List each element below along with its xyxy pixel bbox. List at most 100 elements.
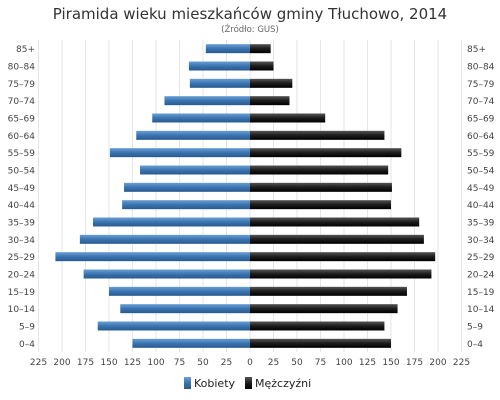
- category-label-right: 70–74: [467, 97, 495, 107]
- category-label-right: 15–19: [467, 288, 495, 298]
- x-tick-label: 0: [247, 358, 253, 368]
- legend-label-kobiety: Kobiety: [194, 377, 236, 390]
- bar-kobiety: [109, 286, 250, 296]
- bar-kobiety: [124, 182, 250, 192]
- bar-mezczyzni: [250, 252, 436, 262]
- bar-kobiety: [122, 200, 250, 210]
- category-label-left: 80–84: [8, 63, 36, 73]
- legend-swatch-kobiety: [184, 377, 191, 389]
- category-label-left: 75–79: [8, 80, 36, 90]
- x-tick-label: 25: [268, 358, 279, 368]
- bar-mezczyzni: [250, 200, 391, 210]
- x-tick-label: 200: [429, 358, 446, 368]
- grid-lines: [38, 40, 462, 352]
- category-label-left: 60–64: [8, 132, 36, 142]
- category-label-left: 5–9: [19, 323, 35, 333]
- x-tick-label: 75: [174, 358, 185, 368]
- bar-mezczyzni: [250, 217, 420, 227]
- category-label-left: 85+: [16, 45, 35, 55]
- x-tick-label: 50: [291, 358, 303, 368]
- category-label-right: 35–39: [467, 219, 495, 229]
- category-label-right: 0–4: [467, 340, 483, 350]
- x-tick-label: 100: [147, 358, 164, 368]
- category-label-right: 20–24: [467, 271, 495, 281]
- x-tick-label: 25: [221, 358, 232, 368]
- category-label-left: 70–74: [8, 97, 36, 107]
- x-tick-label: 200: [53, 358, 70, 368]
- bar-kobiety: [205, 44, 250, 54]
- bar-kobiety: [55, 252, 250, 262]
- x-tick-label: 150: [382, 358, 399, 368]
- bar-kobiety: [83, 269, 251, 279]
- bar-kobiety: [93, 217, 251, 227]
- category-label-right: 55–59: [467, 149, 495, 159]
- x-tick-label: 225: [453, 358, 470, 368]
- bar-mezczyzni: [250, 165, 389, 175]
- category-label-left: 40–44: [8, 201, 36, 211]
- category-label-right: 60–64: [467, 132, 495, 142]
- bar-mezczyzni: [250, 148, 402, 158]
- x-tick-label: 50: [197, 358, 209, 368]
- bar-mezczyzni: [250, 234, 424, 244]
- x-tick-label: 125: [359, 358, 376, 368]
- x-tick-label: 225: [30, 358, 47, 368]
- bar-mezczyzni: [250, 130, 385, 140]
- bar-kobiety: [120, 304, 250, 314]
- bar-kobiety: [136, 130, 250, 140]
- category-label-left: 15–19: [8, 288, 36, 298]
- bar-mezczyzni: [250, 269, 432, 279]
- category-label-right: 10–14: [467, 305, 495, 315]
- category-label-left: 30–34: [8, 236, 36, 246]
- category-label-left: 25–29: [8, 253, 36, 263]
- category-label-left: 0–4: [19, 340, 35, 350]
- bar-mezczyzni: [250, 286, 407, 296]
- chart-title: Piramida wieku mieszkańców gminy Tłuchow…: [53, 5, 447, 23]
- x-tick-label: 150: [100, 358, 117, 368]
- category-label-right: 75–79: [467, 80, 495, 90]
- category-label-left: 50–54: [8, 167, 36, 177]
- bar-kobiety: [97, 321, 250, 331]
- chart-subtitle: (Źródło: GUS): [221, 23, 279, 35]
- bar-mezczyzni: [250, 321, 385, 331]
- category-label-left: 65–69: [8, 115, 36, 125]
- bar-mezczyzni: [250, 96, 290, 106]
- x-tick-label: 75: [315, 358, 326, 368]
- bar-kobiety: [152, 113, 250, 123]
- category-label-left: 20–24: [8, 271, 36, 281]
- bar-kobiety: [109, 148, 250, 158]
- category-label-left: 35–39: [8, 219, 36, 229]
- left-category-labels: 0–4 5–9 10–14 15–19 20–24 25–29 30–34 35–39 40–4…: [8, 45, 36, 350]
- bar-kobiety: [140, 165, 250, 175]
- category-label-right: 5–9: [467, 323, 483, 333]
- category-label-left: 55–59: [8, 149, 36, 159]
- category-label-right: 40–44: [467, 201, 495, 211]
- bar-mezczyzni: [250, 113, 326, 123]
- category-label-right: 50–54: [467, 167, 495, 177]
- bar-mezczyzni: [250, 61, 274, 71]
- x-tick-label: 175: [77, 358, 94, 368]
- right-category-labels: 0–4 5–9 10–14 15–19 20–24 25–29 30–34 35–39 40–4…: [467, 45, 495, 350]
- category-label-left: 45–49: [8, 184, 36, 194]
- x-tick-label: 100: [335, 358, 352, 368]
- bar-kobiety: [164, 96, 250, 106]
- bar-mezczyzni: [250, 44, 271, 54]
- legend-swatch-mezczyzni: [245, 377, 252, 389]
- legend: Kobiety Mężczyźni: [184, 377, 311, 390]
- category-label-right: 85+: [467, 45, 486, 55]
- bar-kobiety: [132, 338, 250, 348]
- bar-mezczyzni: [250, 182, 392, 192]
- bar-mezczyzni: [250, 304, 398, 314]
- category-label-right: 30–34: [467, 236, 495, 246]
- category-label-left: 10–14: [8, 305, 36, 315]
- x-tick-label: 125: [124, 358, 141, 368]
- category-label-right: 45–49: [467, 184, 495, 194]
- category-label-right: 65–69: [467, 115, 495, 125]
- x-tick-label: 175: [406, 358, 423, 368]
- x-axis-tick-labels: 225 200 175 150 125 100 75 50 25 0 25 50 75 100 125 150…: [30, 358, 470, 368]
- bar-kobiety: [79, 234, 250, 244]
- bars: [55, 44, 436, 348]
- bar-kobiety: [189, 78, 250, 88]
- bar-mezczyzni: [250, 338, 391, 348]
- legend-label-mezczyzni: Mężczyźni: [255, 377, 311, 390]
